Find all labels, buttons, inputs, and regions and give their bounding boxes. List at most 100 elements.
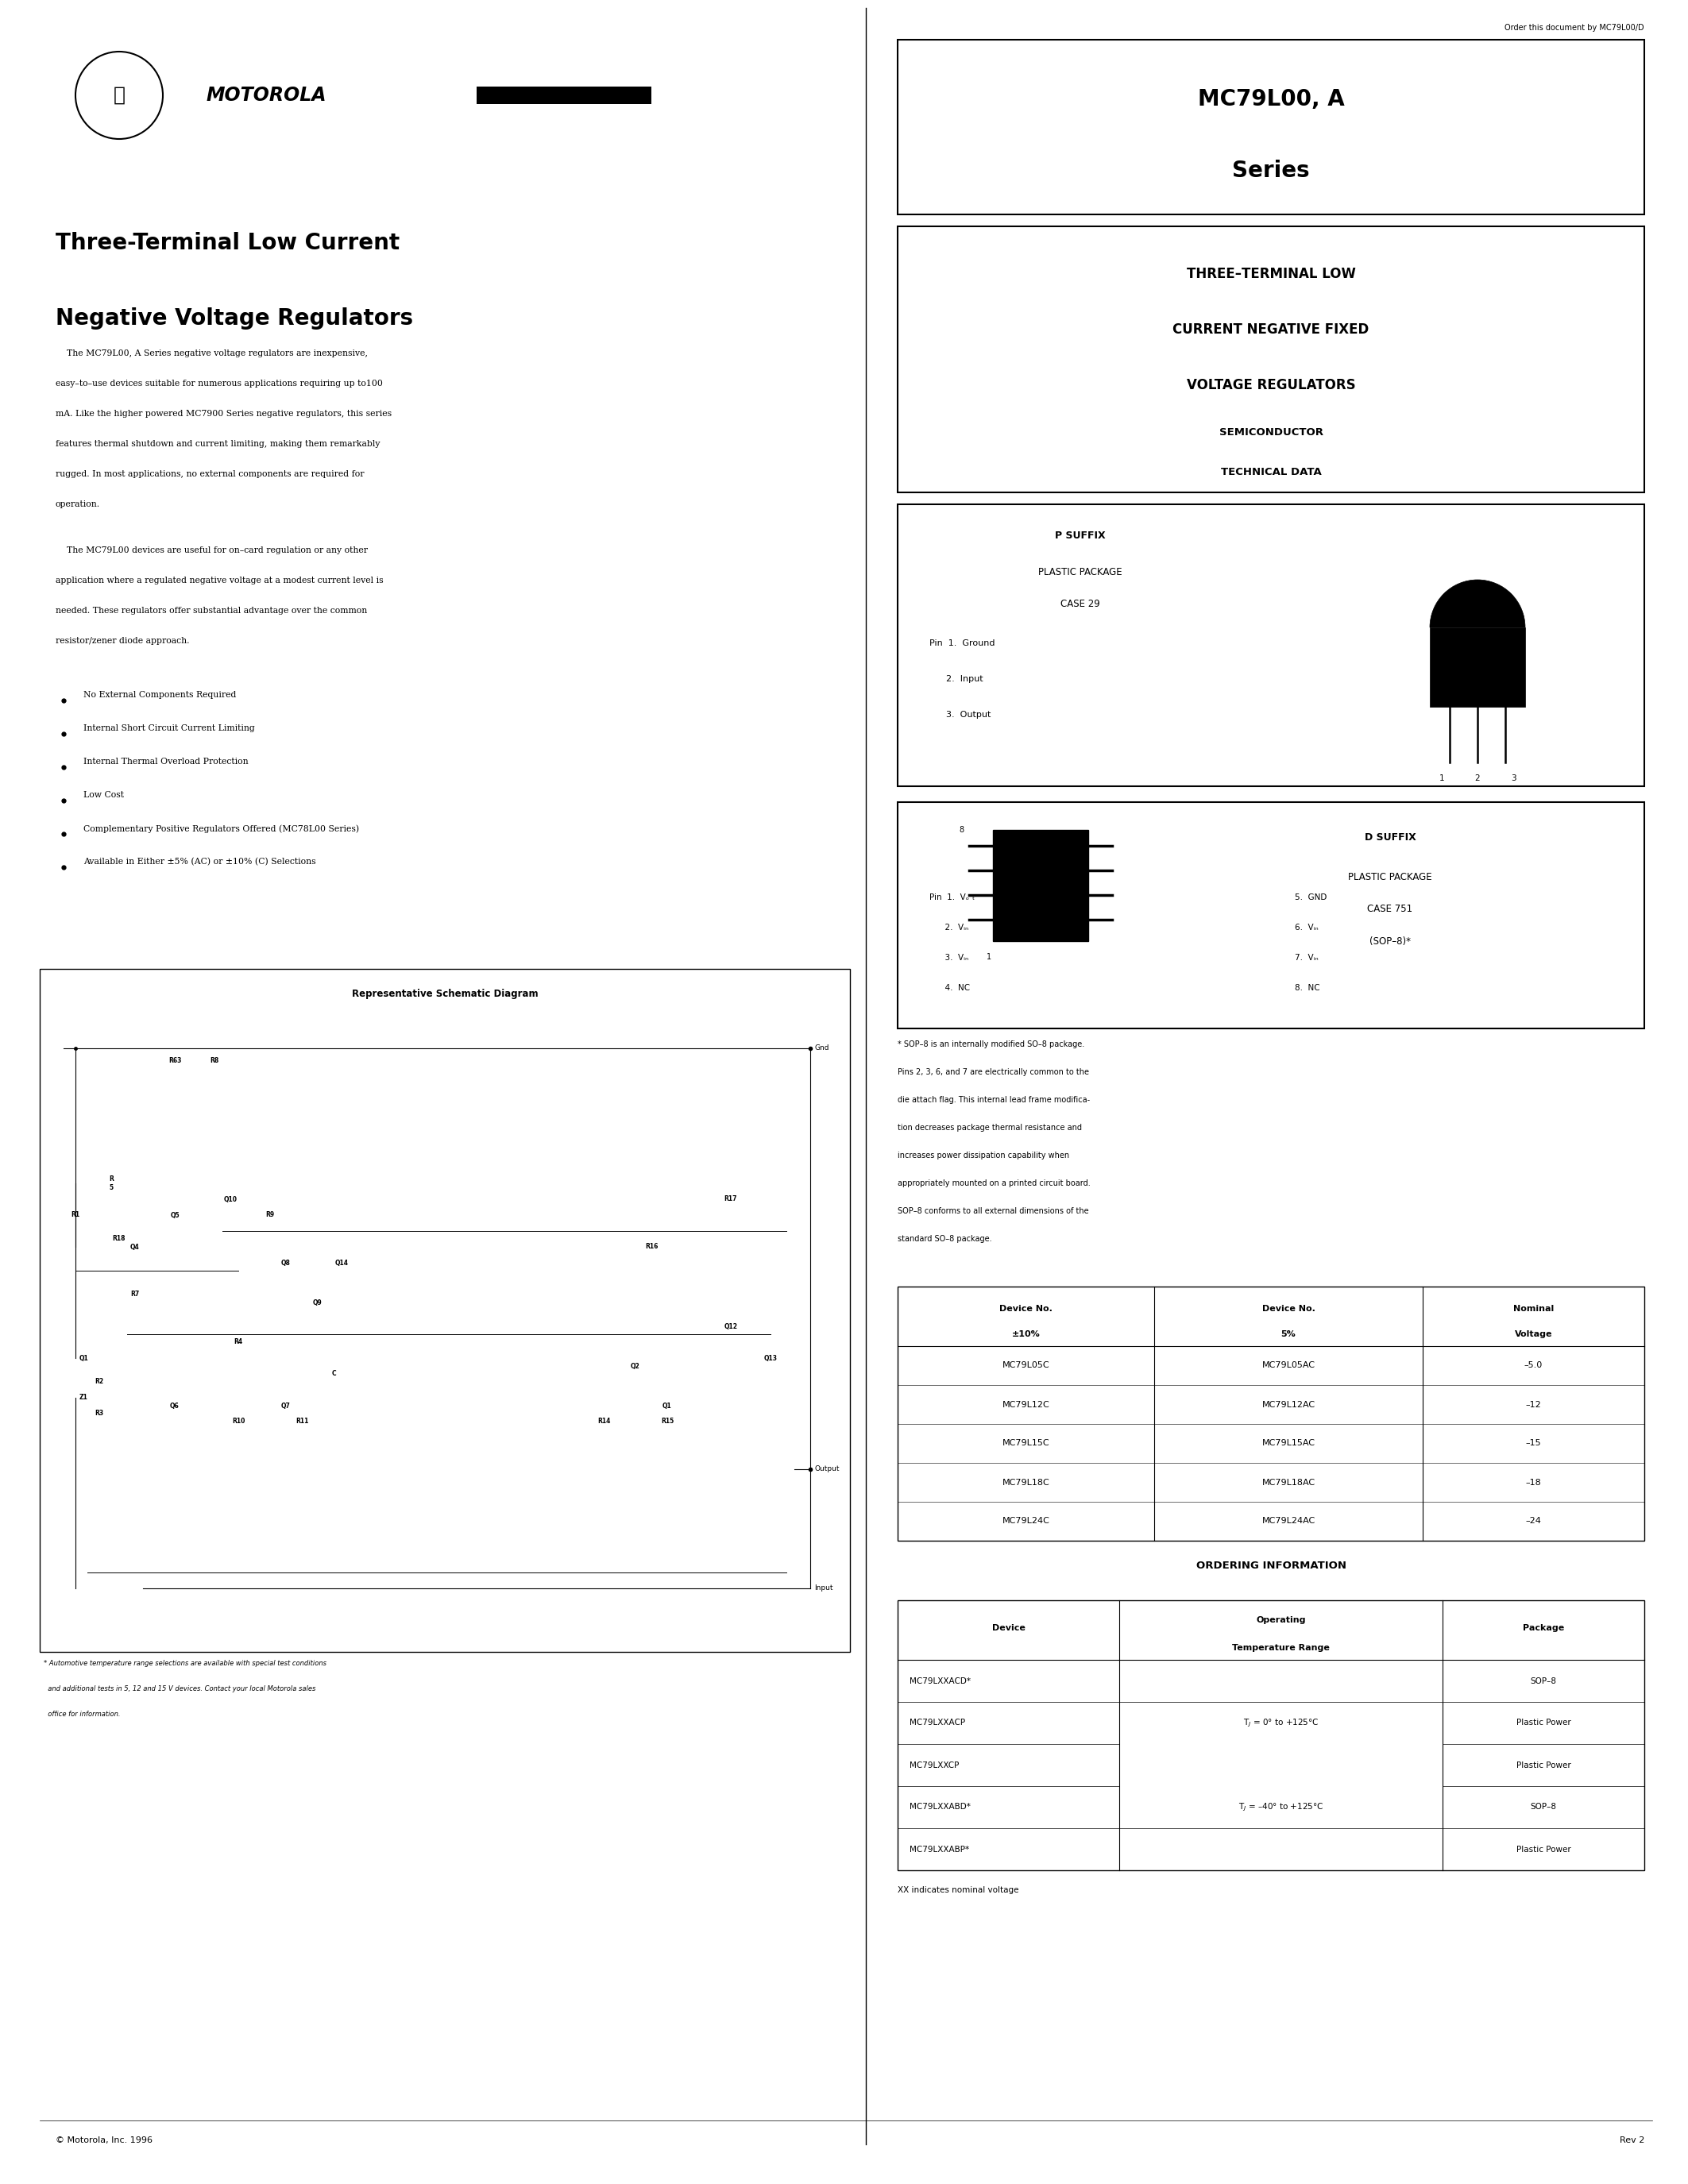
Text: R1: R1 xyxy=(71,1212,79,1219)
Text: Available in Either ±5% (AC) or ±10% (C) Selections: Available in Either ±5% (AC) or ±10% (C)… xyxy=(83,858,316,865)
Text: Q4: Q4 xyxy=(130,1243,140,1251)
Text: C: C xyxy=(331,1369,336,1378)
Text: D SUFFIX: D SUFFIX xyxy=(1364,832,1416,843)
Text: 1: 1 xyxy=(1440,775,1445,782)
Text: Internal Short Circuit Current Limiting: Internal Short Circuit Current Limiting xyxy=(83,725,255,732)
Text: MC79LXXABP*: MC79LXXABP* xyxy=(910,1845,969,1854)
Text: MC79L05C: MC79L05C xyxy=(1003,1361,1050,1369)
Text: mA. Like the higher powered MC7900 Series negative regulators, this series: mA. Like the higher powered MC7900 Serie… xyxy=(56,411,392,417)
Text: Z1: Z1 xyxy=(79,1393,88,1402)
Text: Internal Thermal Overload Protection: Internal Thermal Overload Protection xyxy=(83,758,248,767)
Text: CASE 29: CASE 29 xyxy=(1060,598,1101,609)
Text: MOTOROLA: MOTOROLA xyxy=(206,85,327,105)
Text: Pin  1.  Ground: Pin 1. Ground xyxy=(930,640,994,646)
Text: 2.  Vᵢₙ: 2. Vᵢₙ xyxy=(930,924,969,933)
Text: R18: R18 xyxy=(113,1236,125,1243)
Text: R8: R8 xyxy=(209,1057,219,1064)
Text: R7: R7 xyxy=(130,1291,140,1297)
Text: XX indicates nominal voltage: XX indicates nominal voltage xyxy=(898,1887,1020,1894)
Text: –15: –15 xyxy=(1526,1439,1541,1448)
Text: Device No.: Device No. xyxy=(999,1304,1053,1313)
Text: MC79L24C: MC79L24C xyxy=(1003,1518,1050,1524)
Text: SOP–8: SOP–8 xyxy=(1531,1677,1556,1684)
Text: easy–to–use devices suitable for numerous applications requiring up to100: easy–to–use devices suitable for numerou… xyxy=(56,380,383,387)
Text: Pin  1.  Vₒᵘₜ: Pin 1. Vₒᵘₜ xyxy=(930,893,976,902)
Text: –5.0: –5.0 xyxy=(1524,1361,1543,1369)
Text: Q9: Q9 xyxy=(312,1299,322,1306)
Bar xyxy=(898,227,1644,491)
Text: rugged. In most applications, no external components are required for: rugged. In most applications, no externa… xyxy=(56,470,365,478)
Text: Q1: Q1 xyxy=(663,1402,672,1409)
Text: 7.  Vᵢₙ: 7. Vᵢₙ xyxy=(1295,954,1318,961)
Text: T$_J$ = –40° to +125°C: T$_J$ = –40° to +125°C xyxy=(1239,1802,1323,1813)
Text: appropriately mounted on a printed circuit board.: appropriately mounted on a printed circu… xyxy=(898,1179,1090,1188)
Text: R11: R11 xyxy=(295,1417,309,1426)
Text: MC79L12AC: MC79L12AC xyxy=(1263,1400,1315,1409)
Text: R9: R9 xyxy=(265,1212,275,1219)
Text: T$_J$ = 0° to +125°C: T$_J$ = 0° to +125°C xyxy=(1242,1717,1318,1730)
Text: © Motorola, Inc. 1996: © Motorola, Inc. 1996 xyxy=(56,2136,152,2145)
Text: –24: –24 xyxy=(1526,1518,1541,1524)
Text: R10: R10 xyxy=(231,1417,245,1426)
Text: * Automotive temperature range selections are available with special test condit: * Automotive temperature range selection… xyxy=(44,1660,326,1666)
Text: increases power dissipation capability when: increases power dissipation capability w… xyxy=(898,1151,1069,1160)
Text: Complementary Positive Regulators Offered (MC78L00 Series): Complementary Positive Regulators Offere… xyxy=(83,823,360,832)
Text: R
5: R 5 xyxy=(108,1175,113,1190)
Text: No External Components Required: No External Components Required xyxy=(83,690,236,699)
Text: 2: 2 xyxy=(1475,775,1480,782)
Bar xyxy=(476,87,652,105)
Text: –12: –12 xyxy=(1526,1400,1541,1409)
Text: The MC79L00 devices are useful for on–card regulation or any other: The MC79L00 devices are useful for on–ca… xyxy=(56,546,368,555)
Text: Device: Device xyxy=(993,1625,1025,1631)
Text: 8: 8 xyxy=(959,826,964,834)
Text: 1: 1 xyxy=(986,952,991,961)
Text: Package: Package xyxy=(1523,1625,1565,1631)
Text: Plastic Power: Plastic Power xyxy=(1516,1760,1572,1769)
Text: MC79L18AC: MC79L18AC xyxy=(1263,1479,1315,1487)
Text: 6.  Vᵢₙ: 6. Vᵢₙ xyxy=(1295,924,1318,933)
Text: Q7: Q7 xyxy=(282,1402,290,1409)
Text: Operating: Operating xyxy=(1256,1616,1307,1625)
Text: Ⓜ: Ⓜ xyxy=(113,85,125,105)
Bar xyxy=(993,830,1089,941)
Text: Q13: Q13 xyxy=(763,1354,776,1361)
Bar xyxy=(898,1601,1644,1870)
Text: MC79LXXACP: MC79LXXACP xyxy=(910,1719,966,1728)
Text: die attach flag. This internal lead frame modifica-: die attach flag. This internal lead fram… xyxy=(898,1096,1090,1103)
Text: MC79L15AC: MC79L15AC xyxy=(1263,1439,1315,1448)
Text: R16: R16 xyxy=(645,1243,658,1251)
Text: * SOP–8 is an internally modified SO–8 package.: * SOP–8 is an internally modified SO–8 p… xyxy=(898,1040,1084,1048)
Text: THREE–TERMINAL LOW: THREE–TERMINAL LOW xyxy=(1187,266,1355,282)
Text: Three-Terminal Low Current: Three-Terminal Low Current xyxy=(56,232,400,253)
Text: Q8: Q8 xyxy=(282,1260,290,1267)
Text: Device No.: Device No. xyxy=(1263,1304,1315,1313)
Text: 5%: 5% xyxy=(1281,1330,1296,1339)
Text: Low Cost: Low Cost xyxy=(83,791,123,799)
Text: standard SO–8 package.: standard SO–8 package. xyxy=(898,1234,993,1243)
Text: Temperature Range: Temperature Range xyxy=(1232,1645,1330,1651)
Text: PLASTIC PACKAGE: PLASTIC PACKAGE xyxy=(1349,871,1431,882)
Text: Series: Series xyxy=(1232,159,1310,181)
Text: Plastic Power: Plastic Power xyxy=(1516,1719,1572,1728)
Text: MC79L05AC: MC79L05AC xyxy=(1263,1361,1315,1369)
Text: Output: Output xyxy=(814,1465,839,1472)
Bar xyxy=(898,505,1644,786)
Text: SOP–8 conforms to all external dimensions of the: SOP–8 conforms to all external dimension… xyxy=(898,1208,1089,1214)
Text: Negative Voltage Regulators: Negative Voltage Regulators xyxy=(56,308,414,330)
Text: P SUFFIX: P SUFFIX xyxy=(1055,531,1106,542)
Wedge shape xyxy=(1430,579,1526,627)
Text: office for information.: office for information. xyxy=(44,1710,120,1719)
Text: R4: R4 xyxy=(235,1339,243,1345)
Text: R14: R14 xyxy=(598,1417,611,1426)
Text: MC79LXXABD*: MC79LXXABD* xyxy=(910,1804,971,1811)
Text: Input: Input xyxy=(814,1586,832,1592)
Text: TECHNICAL DATA: TECHNICAL DATA xyxy=(1220,467,1322,478)
Text: R2: R2 xyxy=(95,1378,103,1385)
Text: MC79L15C: MC79L15C xyxy=(1003,1439,1050,1448)
Text: 5.  GND: 5. GND xyxy=(1295,893,1327,902)
Text: MC79L24AC: MC79L24AC xyxy=(1261,1518,1315,1524)
Text: Plastic Power: Plastic Power xyxy=(1516,1845,1572,1854)
Text: needed. These regulators offer substantial advantage over the common: needed. These regulators offer substanti… xyxy=(56,607,368,614)
Text: SEMICONDUCTOR: SEMICONDUCTOR xyxy=(1219,428,1323,439)
Text: features thermal shutdown and current limiting, making them remarkably: features thermal shutdown and current li… xyxy=(56,439,380,448)
